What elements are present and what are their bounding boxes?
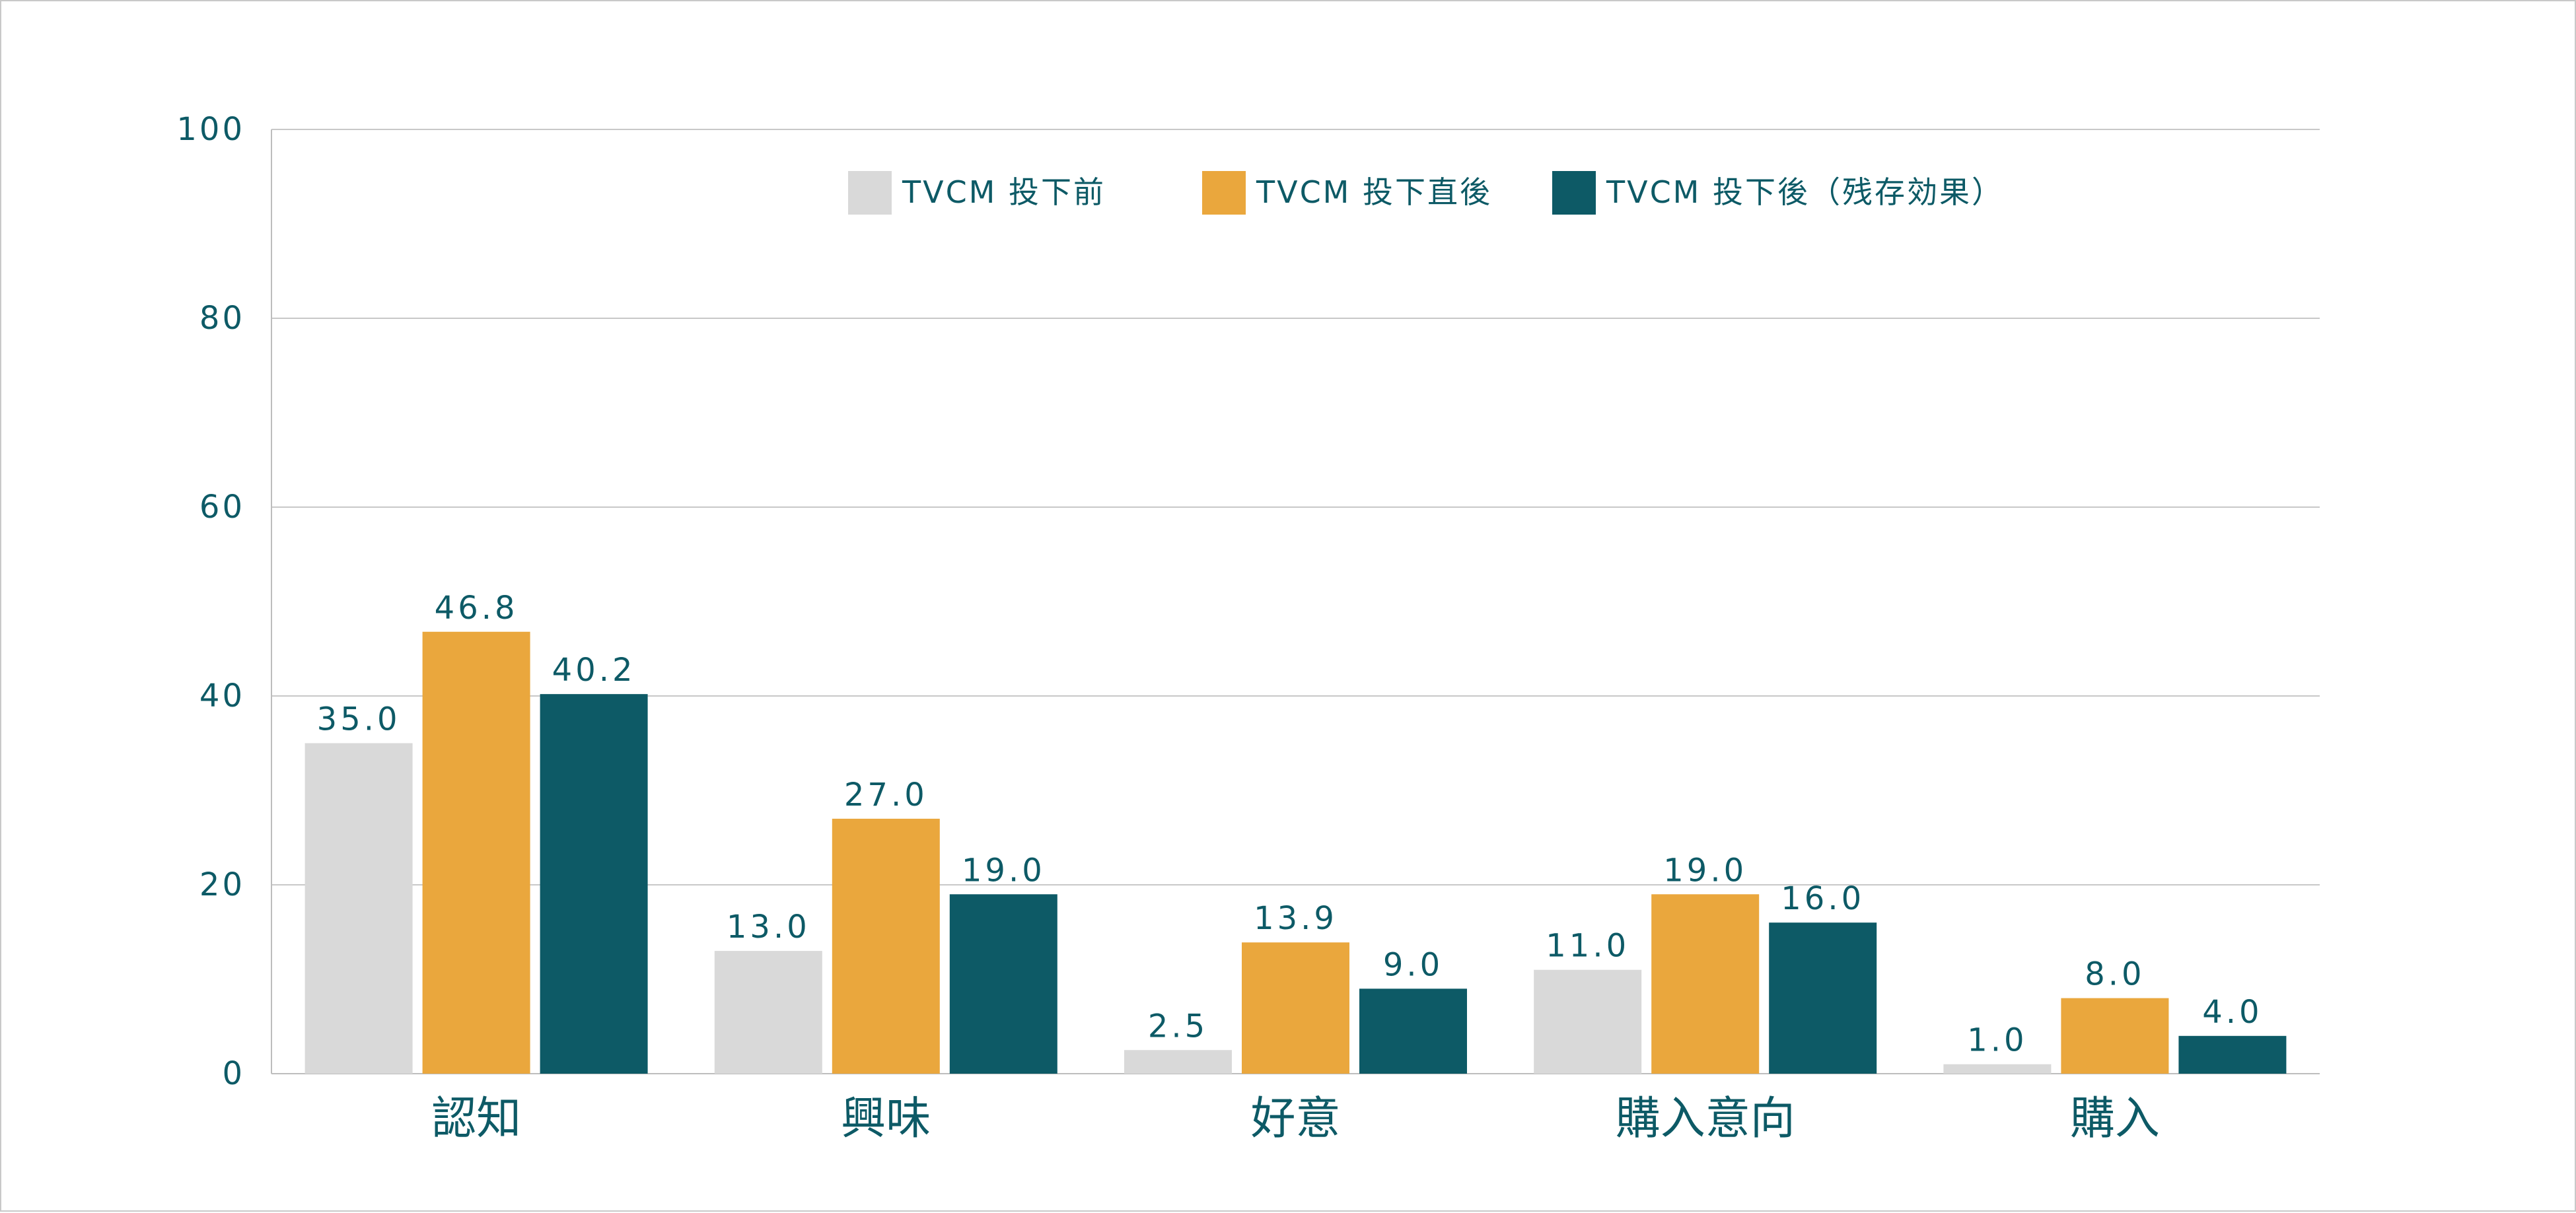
bars-layer bbox=[304, 631, 2287, 1074]
bar bbox=[540, 694, 648, 1074]
x-category-label: 好意 bbox=[1250, 1093, 1340, 1145]
bar bbox=[1943, 1064, 2052, 1074]
y-tick-label: 60 bbox=[199, 489, 245, 526]
data-label: 35.0 bbox=[317, 701, 401, 738]
data-label: 19.0 bbox=[1663, 852, 1747, 889]
bar bbox=[1769, 922, 1877, 1074]
data-label: 46.8 bbox=[435, 590, 519, 627]
bar bbox=[949, 894, 1057, 1074]
data-label: 40.2 bbox=[552, 652, 636, 689]
data-label: 2.5 bbox=[1148, 1008, 1208, 1045]
legend-label: TVCM 投下前 bbox=[902, 174, 1106, 210]
y-tick-label: 40 bbox=[199, 677, 245, 714]
data-label: 4.0 bbox=[2202, 994, 2262, 1031]
labels-layer: 0 20 40 60 80 100 35.0 46.8 40.2 認知 13.0 27.0 19.0 興味… bbox=[176, 111, 2262, 1145]
data-label: 13.0 bbox=[727, 909, 810, 946]
legend-swatch bbox=[1552, 171, 1596, 215]
y-tick-label: 80 bbox=[199, 300, 245, 337]
data-label: 9.0 bbox=[1383, 946, 1443, 983]
data-label: 1.0 bbox=[1967, 1022, 2027, 1059]
data-label: 8.0 bbox=[2085, 956, 2145, 993]
y-tick-label: 100 bbox=[176, 111, 245, 148]
data-label: 19.0 bbox=[962, 852, 1046, 889]
legend-label: TVCM 投下直後 bbox=[1256, 174, 1492, 210]
y-tick-label: 20 bbox=[199, 866, 245, 903]
data-label: 16.0 bbox=[1781, 880, 1865, 917]
bar bbox=[304, 743, 413, 1074]
y-tick-label: 0 bbox=[222, 1055, 245, 1092]
bar bbox=[1242, 942, 1349, 1074]
bar bbox=[1651, 894, 1760, 1074]
bar bbox=[422, 631, 530, 1074]
x-category-label: 認知 bbox=[431, 1093, 521, 1145]
legend-swatch bbox=[1202, 171, 1246, 215]
legend-label: TVCM 投下後（残存効果） bbox=[1606, 174, 2004, 210]
data-label: 13.9 bbox=[1254, 900, 1338, 937]
x-category-label: 興味 bbox=[841, 1093, 931, 1145]
bar bbox=[1534, 969, 1642, 1074]
data-label: 27.0 bbox=[844, 777, 928, 814]
data-label: 11.0 bbox=[1546, 928, 1629, 965]
x-category-label: 購入 bbox=[2070, 1093, 2160, 1145]
bar bbox=[1124, 1050, 1232, 1074]
bar bbox=[832, 818, 940, 1074]
bar bbox=[714, 951, 822, 1074]
bar bbox=[1359, 988, 1467, 1074]
bar bbox=[2178, 1035, 2287, 1074]
legend-swatch bbox=[848, 171, 892, 215]
bar bbox=[2061, 998, 2169, 1074]
legend: TVCM 投下前 TVCM 投下直後 TVCM 投下後（残存効果） bbox=[848, 171, 2004, 215]
x-category-label: 購入意向 bbox=[1616, 1093, 1795, 1145]
